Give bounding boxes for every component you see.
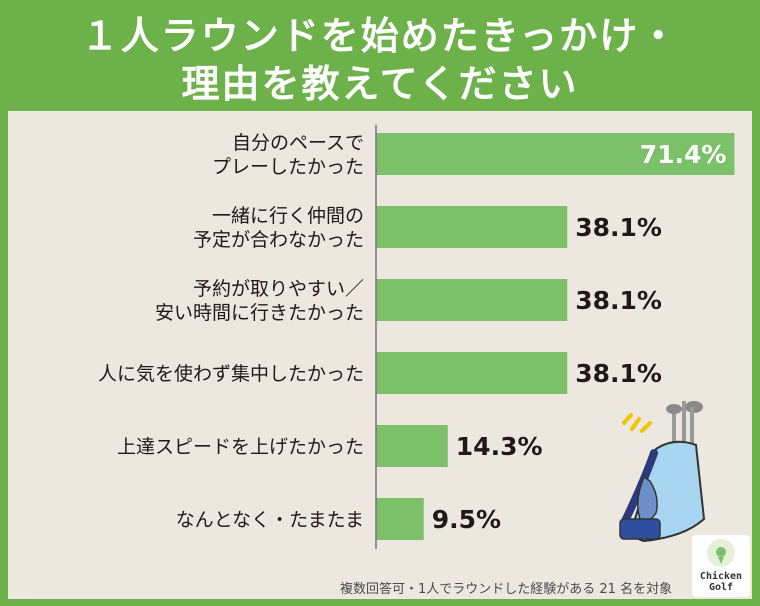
- chicken-golf-logo-icon: [707, 539, 735, 567]
- category-label-1-1: 予定が合わなかった: [193, 229, 364, 251]
- chart-title-line1: １人ラウンドを始めたきっかけ・: [80, 14, 680, 58]
- chart-title: １人ラウンドを始めたきっかけ・ 理由を教えてください: [0, 12, 760, 108]
- bar-1: [376, 206, 568, 248]
- category-label-3-0: 人に気を使わず集中したかった: [98, 363, 364, 385]
- footnote: 複数回答可・1人でラウンドした経験がある 21 名を対象: [340, 582, 673, 597]
- category-label-2-1: 安い時間に行きたかった: [155, 302, 364, 324]
- value-label-2: 38.1%: [575, 286, 662, 315]
- bar-3: [376, 352, 568, 394]
- chart-panel: 自分のペースで プレーしたかった 一緒に行く仲間の 予定が合わなかった 予約が取りやすい…: [8, 111, 752, 599]
- category-label-0-0: 自分のペースで: [232, 132, 364, 154]
- value-label-1: 38.1%: [575, 213, 662, 242]
- category-label-0-1: プレーしたかった: [212, 156, 364, 178]
- bar-2: [376, 279, 568, 321]
- value-label-3: 38.1%: [575, 359, 662, 388]
- bar-chart: 自分のペースでプレーしたかった一緒に行く仲間の予定が合わなかった予約が取りやすい…: [98, 125, 735, 549]
- logo-text-golf: Golf: [708, 582, 734, 593]
- golf-bag-icon: [619, 401, 706, 543]
- bars-layer: [376, 133, 735, 540]
- category-labels-layer: 自分のペースでプレーしたかった一緒に行く仲間の予定が合わなかった予約が取りやすい…: [98, 132, 364, 531]
- logo-text-chicken: Chicken: [699, 571, 743, 582]
- category-label-4-0: 上達スピードを上げたかった: [117, 436, 364, 458]
- value-label-4: 14.3%: [456, 432, 543, 461]
- chicken-golf-logo: Chicken Golf: [692, 535, 750, 597]
- category-label-1-0: 一緒に行く仲間の: [212, 205, 364, 227]
- chart-title-line2: 理由を教えてください: [181, 62, 579, 106]
- bar-0: [376, 133, 735, 175]
- value-labels-layer: 71.4% 38.1% 38.1% 38.1% 14.3% 9.5%: [432, 140, 727, 534]
- bar-4: [376, 425, 448, 467]
- bar-5: [376, 498, 424, 540]
- value-label-0: 71.4%: [640, 140, 727, 169]
- category-label-2-0: 予約が取りやすい／: [193, 278, 364, 300]
- value-label-5: 9.5%: [432, 505, 501, 534]
- category-label-5-0: なんとなく・たまたま: [176, 509, 364, 531]
